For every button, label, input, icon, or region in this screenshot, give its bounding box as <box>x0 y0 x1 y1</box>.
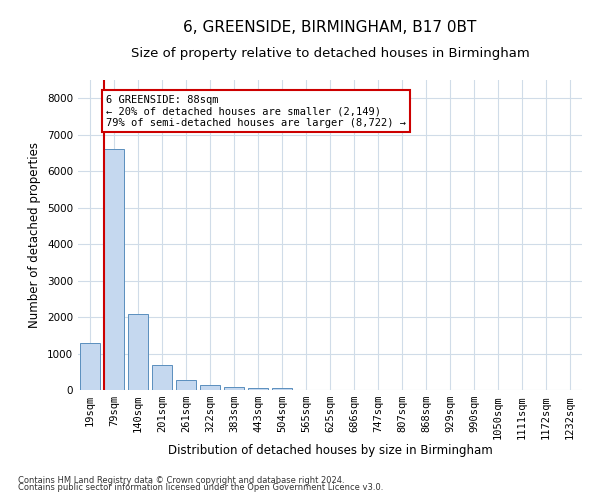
Bar <box>272 388 292 390</box>
Bar <box>128 314 148 390</box>
Bar <box>224 386 244 390</box>
Bar <box>200 385 220 390</box>
Text: 6, GREENSIDE, BIRMINGHAM, B17 0BT: 6, GREENSIDE, BIRMINGHAM, B17 0BT <box>184 20 476 35</box>
Text: Size of property relative to detached houses in Birmingham: Size of property relative to detached ho… <box>131 48 529 60</box>
Bar <box>104 150 124 390</box>
Text: Contains HM Land Registry data © Crown copyright and database right 2024.: Contains HM Land Registry data © Crown c… <box>18 476 344 485</box>
Text: 6 GREENSIDE: 88sqm
← 20% of detached houses are smaller (2,149)
79% of semi-deta: 6 GREENSIDE: 88sqm ← 20% of detached hou… <box>106 94 406 128</box>
X-axis label: Distribution of detached houses by size in Birmingham: Distribution of detached houses by size … <box>167 444 493 457</box>
Bar <box>248 388 268 390</box>
Bar <box>152 365 172 390</box>
Text: Contains public sector information licensed under the Open Government Licence v3: Contains public sector information licen… <box>18 484 383 492</box>
Bar <box>176 380 196 390</box>
Y-axis label: Number of detached properties: Number of detached properties <box>28 142 41 328</box>
Bar <box>80 342 100 390</box>
